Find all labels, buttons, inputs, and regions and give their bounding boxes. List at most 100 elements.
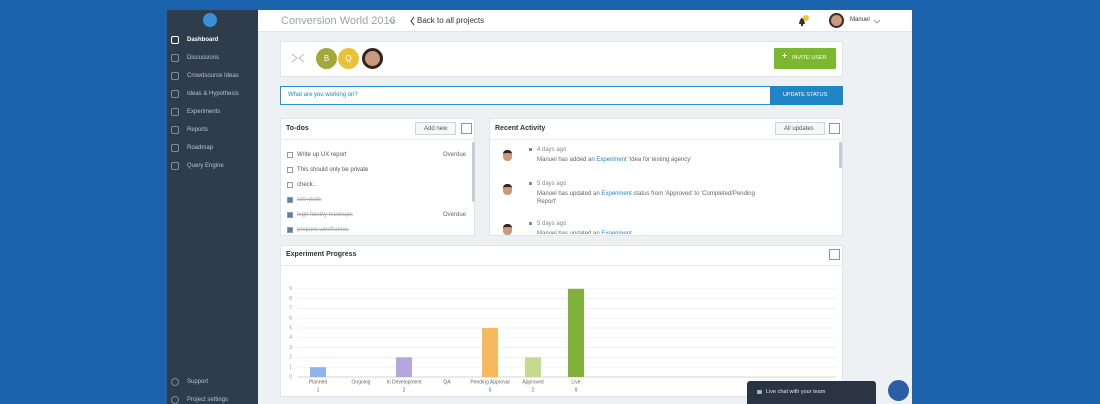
notifications[interactable] — [796, 14, 810, 28]
x-tick-label: Pending Approval — [470, 379, 509, 385]
nav-item[interactable]: Support — [187, 379, 209, 385]
todo-due: Overdue — [443, 212, 467, 218]
chat-icon — [757, 390, 762, 394]
card-title: To-dos — [286, 125, 309, 132]
card-title: Recent Activity — [495, 125, 546, 132]
dropdown-chevron[interactable] — [388, 17, 396, 25]
chat-button[interactable] — [888, 380, 909, 401]
activity-time: 5 days ago — [537, 181, 567, 187]
activity-text-part: Manuel has updated an — [537, 231, 600, 234]
nav-item[interactable]: Query Engine — [187, 163, 224, 169]
todo-text: This should only be private — [297, 167, 369, 173]
todo-text: check.. — [297, 182, 317, 188]
nav-item[interactable]: Discussions — [187, 55, 220, 61]
y-tick-label: 8 — [289, 296, 292, 302]
activity-text-part: 'Idea for testing agency' — [628, 157, 692, 163]
nav-item[interactable]: Reports — [187, 127, 209, 133]
activity-avatar — [503, 224, 512, 235]
nav-item[interactable]: Roadmap — [187, 145, 214, 151]
todo-checkbox[interactable] — [287, 152, 293, 158]
status-placeholder[interactable]: What are you working on? — [288, 92, 358, 98]
user-avatar[interactable] — [829, 13, 844, 28]
nav-icon — [171, 126, 179, 134]
x-tick-label: Live — [571, 379, 580, 385]
todo-checkbox[interactable] — [287, 167, 293, 173]
team-icon — [291, 53, 305, 63]
y-tick-label: 1 — [289, 365, 292, 371]
todo-text: site visits — [297, 197, 322, 203]
topbar — [258, 10, 912, 32]
todo-checkbox[interactable] — [287, 212, 293, 218]
count-label: 2 — [532, 387, 535, 393]
status-button-label[interactable]: UPDATE STATUS — [783, 92, 828, 98]
sidebar — [167, 10, 258, 404]
lock-icon — [529, 182, 532, 185]
chart-card — [280, 245, 843, 397]
nav-item[interactable]: Project settings — [187, 397, 229, 403]
scrollbar[interactable] — [472, 142, 475, 202]
todo-checkbox[interactable] — [287, 227, 293, 233]
member-avatar[interactable] — [362, 48, 383, 69]
activity-text: Manuel has updated an Experiment — [537, 230, 767, 234]
lock-icon — [529, 148, 532, 151]
invite-label[interactable]: INVITE USER — [792, 55, 827, 61]
nav-item[interactable]: Crowdsource Ideas — [187, 73, 239, 79]
nav-item[interactable]: Dashboard — [187, 37, 219, 43]
x-tick-label: In Development — [386, 379, 422, 385]
todo-checkbox[interactable] — [287, 182, 293, 188]
activity-link[interactable]: Experiment — [601, 231, 632, 234]
collapse-toggle[interactable] — [829, 123, 840, 134]
back-icon[interactable] — [410, 16, 416, 26]
activity-link[interactable]: Experiment — [596, 157, 627, 163]
y-tick-label: 6 — [289, 316, 292, 322]
filter-button[interactable] — [775, 122, 825, 135]
nav-icon — [171, 378, 179, 386]
x-tick-label: Planned — [309, 379, 328, 385]
add-label[interactable]: Add new — [424, 126, 448, 132]
member-avatar[interactable]: Q — [338, 48, 359, 69]
bar — [525, 357, 541, 377]
collapse-toggle[interactable] — [829, 249, 840, 260]
activity-text: Manuel has added an Experiment 'Idea for… — [537, 156, 767, 164]
x-tick-label: Ongoing — [352, 379, 371, 385]
project-name[interactable]: Conversion World 2016 — [281, 15, 396, 27]
count-label: 1 — [317, 387, 320, 393]
chart-title: Experiment Progress — [286, 251, 357, 258]
count-label: 5 — [489, 387, 492, 393]
filter-label[interactable]: All updates — [784, 126, 814, 132]
todo-text: Write up UX report — [297, 152, 347, 158]
activity-time: 5 days ago — [537, 221, 567, 227]
y-tick-label: 5 — [289, 325, 292, 331]
divider — [489, 139, 843, 140]
user-name[interactable]: Manuel — [850, 17, 870, 23]
invite-button[interactable] — [774, 48, 836, 69]
logo[interactable] — [203, 13, 217, 27]
activity-text: Manuel has updated an Experiment status … — [537, 190, 767, 206]
collapse-toggle[interactable] — [461, 123, 472, 134]
status-button[interactable] — [770, 86, 843, 105]
activity-text-part: Manuel has added an — [537, 157, 595, 163]
todo-text: prepare wireframes — [297, 227, 349, 233]
nav-item[interactable]: Experiments — [187, 109, 221, 115]
back-link[interactable]: Back to all projects — [417, 16, 485, 25]
nav-icon — [171, 54, 179, 62]
activity-avatar — [503, 150, 512, 161]
user-chevron[interactable] — [873, 17, 881, 25]
scrollbar[interactable] — [839, 142, 842, 168]
lock-icon — [529, 222, 532, 225]
nav-icon — [171, 90, 179, 98]
y-tick-label: 0 — [289, 374, 292, 380]
activity-link[interactable]: Experiment — [601, 191, 632, 197]
add-button[interactable] — [415, 122, 456, 135]
member-avatar[interactable]: B — [316, 48, 337, 69]
nav-icon — [171, 162, 179, 170]
y-tick-label: 2 — [289, 355, 292, 361]
todo-checkbox[interactable] — [287, 197, 293, 203]
chat-label[interactable]: Live chat with your team — [766, 389, 826, 395]
chat-widget[interactable] — [747, 381, 876, 404]
nav-item[interactable]: Ideas & Hypothesis — [187, 91, 239, 97]
nav-icon — [171, 396, 179, 404]
nav-icon — [171, 36, 179, 44]
bar — [482, 328, 498, 377]
y-tick-label: 9 — [289, 286, 292, 292]
